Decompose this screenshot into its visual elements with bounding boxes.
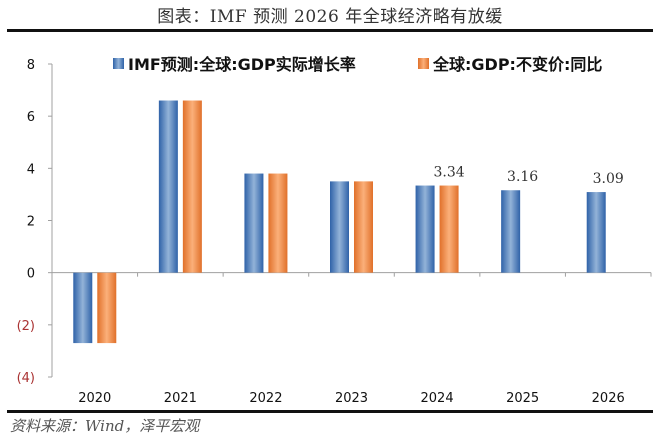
x-tick-label: 2025 <box>506 391 539 406</box>
legend-swatch-imf-forecast <box>113 58 124 69</box>
y-tick-label: 4 <box>27 162 35 177</box>
x-tick-label: 2021 <box>164 391 197 406</box>
y-tick-label: 8 <box>27 58 35 73</box>
legend-label-gdp-yoy: 全球:GDP:不变价:同比 <box>432 55 602 74</box>
bar-gdp-yoy-2021 <box>182 100 202 273</box>
data-label: 3.34 <box>433 165 464 181</box>
bottom-rule <box>7 410 653 413</box>
bar-imf-forecast-2025 <box>501 190 521 273</box>
data-label: 3.09 <box>593 171 624 187</box>
y-tick-label: 2 <box>27 215 35 230</box>
x-tick-label: 2024 <box>421 391 454 406</box>
bar-imf-forecast-2020 <box>73 272 93 344</box>
bar-imf-forecast-2023 <box>330 181 349 273</box>
bar-gdp-yoy-2020 <box>97 272 117 344</box>
y-tick-label: 0 <box>27 267 35 282</box>
x-tick-label: 2023 <box>335 391 368 406</box>
bar-gdp-yoy-2023 <box>354 181 373 273</box>
top-rule <box>7 29 653 32</box>
source-note: 资料来源：Wind，泽平宏观 <box>10 417 200 435</box>
bar-imf-forecast-2021 <box>158 100 178 273</box>
x-tick-label: 2022 <box>249 391 282 406</box>
bar-gdp-yoy-2024 <box>439 185 459 273</box>
y-tick-label: (2) <box>17 319 35 334</box>
x-tick-label: 2026 <box>592 391 625 406</box>
bar-imf-forecast-2024 <box>415 185 435 273</box>
y-tick-label: (4) <box>17 371 35 386</box>
x-tick-label: 2020 <box>78 391 111 406</box>
legend-swatch-gdp-yoy <box>418 58 429 69</box>
data-label: 3.16 <box>507 169 538 185</box>
chart-title: 图表：IMF 预测 2026 年全球经济略有放缓 <box>157 7 503 27</box>
bar-imf-forecast-2026 <box>586 192 606 273</box>
legend: IMF预测:全球:GDP实际增长率 全球:GDP:不变价:同比 <box>113 55 602 74</box>
y-tick-label: 6 <box>27 110 35 125</box>
bar-imf-forecast-2022 <box>244 173 264 273</box>
bar-gdp-yoy-2022 <box>268 173 288 273</box>
legend-label-imf-forecast: IMF预测:全球:GDP实际增长率 <box>128 55 356 74</box>
